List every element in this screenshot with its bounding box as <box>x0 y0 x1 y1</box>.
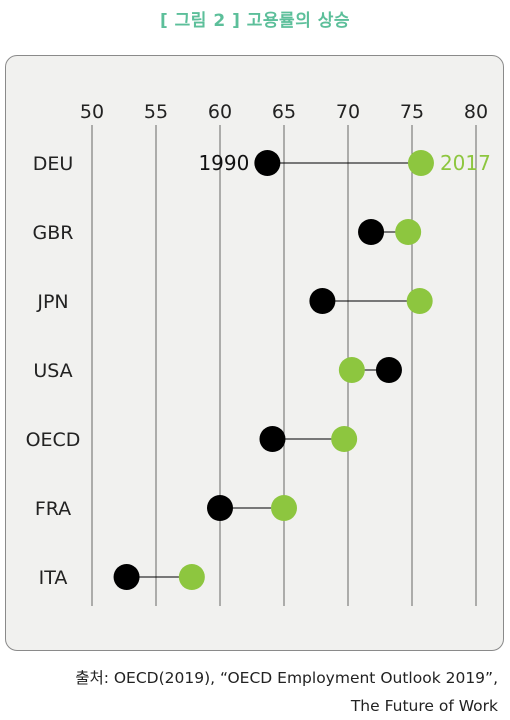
point-1990-jpn <box>309 288 336 314</box>
source-line-2: The Future of Work <box>350 697 498 715</box>
x-tick-label: 55 <box>144 101 168 123</box>
category-label-deu: DEU <box>33 153 74 175</box>
dumbbell-chart: 50 55 60 65 70 75 80 DEU GBR JPN USA OECD FRA ITA 19… <box>26 101 491 606</box>
annotations: 1990 2017 <box>198 151 490 175</box>
point-2017-usa <box>338 357 365 383</box>
category-label-fra: FRA <box>35 498 71 520</box>
point-1990-ita <box>113 564 140 590</box>
category-label-gbr: GBR <box>33 222 74 244</box>
x-tick-label: 70 <box>336 101 360 123</box>
x-tick-label: 75 <box>400 101 424 123</box>
point-2017-jpn <box>406 288 433 314</box>
point-2017-oecd <box>331 426 358 452</box>
category-label-ita: ITA <box>39 567 68 589</box>
annotation-1990: 1990 <box>198 151 249 175</box>
source-line-1: 출처: OECD(2019), “OECD Employment Outlook… <box>75 669 498 687</box>
point-2017-gbr <box>395 219 422 245</box>
x-axis-ticks: 50 55 60 65 70 75 80 <box>80 101 488 123</box>
category-label-jpn: JPN <box>36 291 68 313</box>
annotation-2017: 2017 <box>440 151 491 175</box>
point-2017-deu <box>407 150 434 176</box>
x-tick-label: 80 <box>464 101 488 123</box>
point-2017-ita <box>178 564 205 590</box>
point-1990-fra <box>207 495 233 521</box>
point-1990-usa <box>375 357 402 383</box>
x-tick-label: 60 <box>208 101 232 123</box>
x-tick-label: 50 <box>80 101 104 123</box>
figure-title: [ 그림 2 ] 고용률의 상승 <box>159 11 351 31</box>
point-1990-oecd <box>259 426 286 452</box>
x-tick-label: 65 <box>272 101 296 123</box>
point-2017-fra <box>271 495 297 521</box>
category-label-usa: USA <box>33 360 72 382</box>
point-1990-deu <box>254 150 281 176</box>
point-1990-gbr <box>358 219 385 245</box>
gridlines <box>91 125 477 606</box>
category-labels: DEU GBR JPN USA OECD FRA ITA <box>26 153 81 589</box>
category-label-oecd: OECD <box>26 429 81 451</box>
source-note: 출처: OECD(2019), “OECD Employment Outlook… <box>75 664 498 720</box>
data-points <box>113 150 434 590</box>
